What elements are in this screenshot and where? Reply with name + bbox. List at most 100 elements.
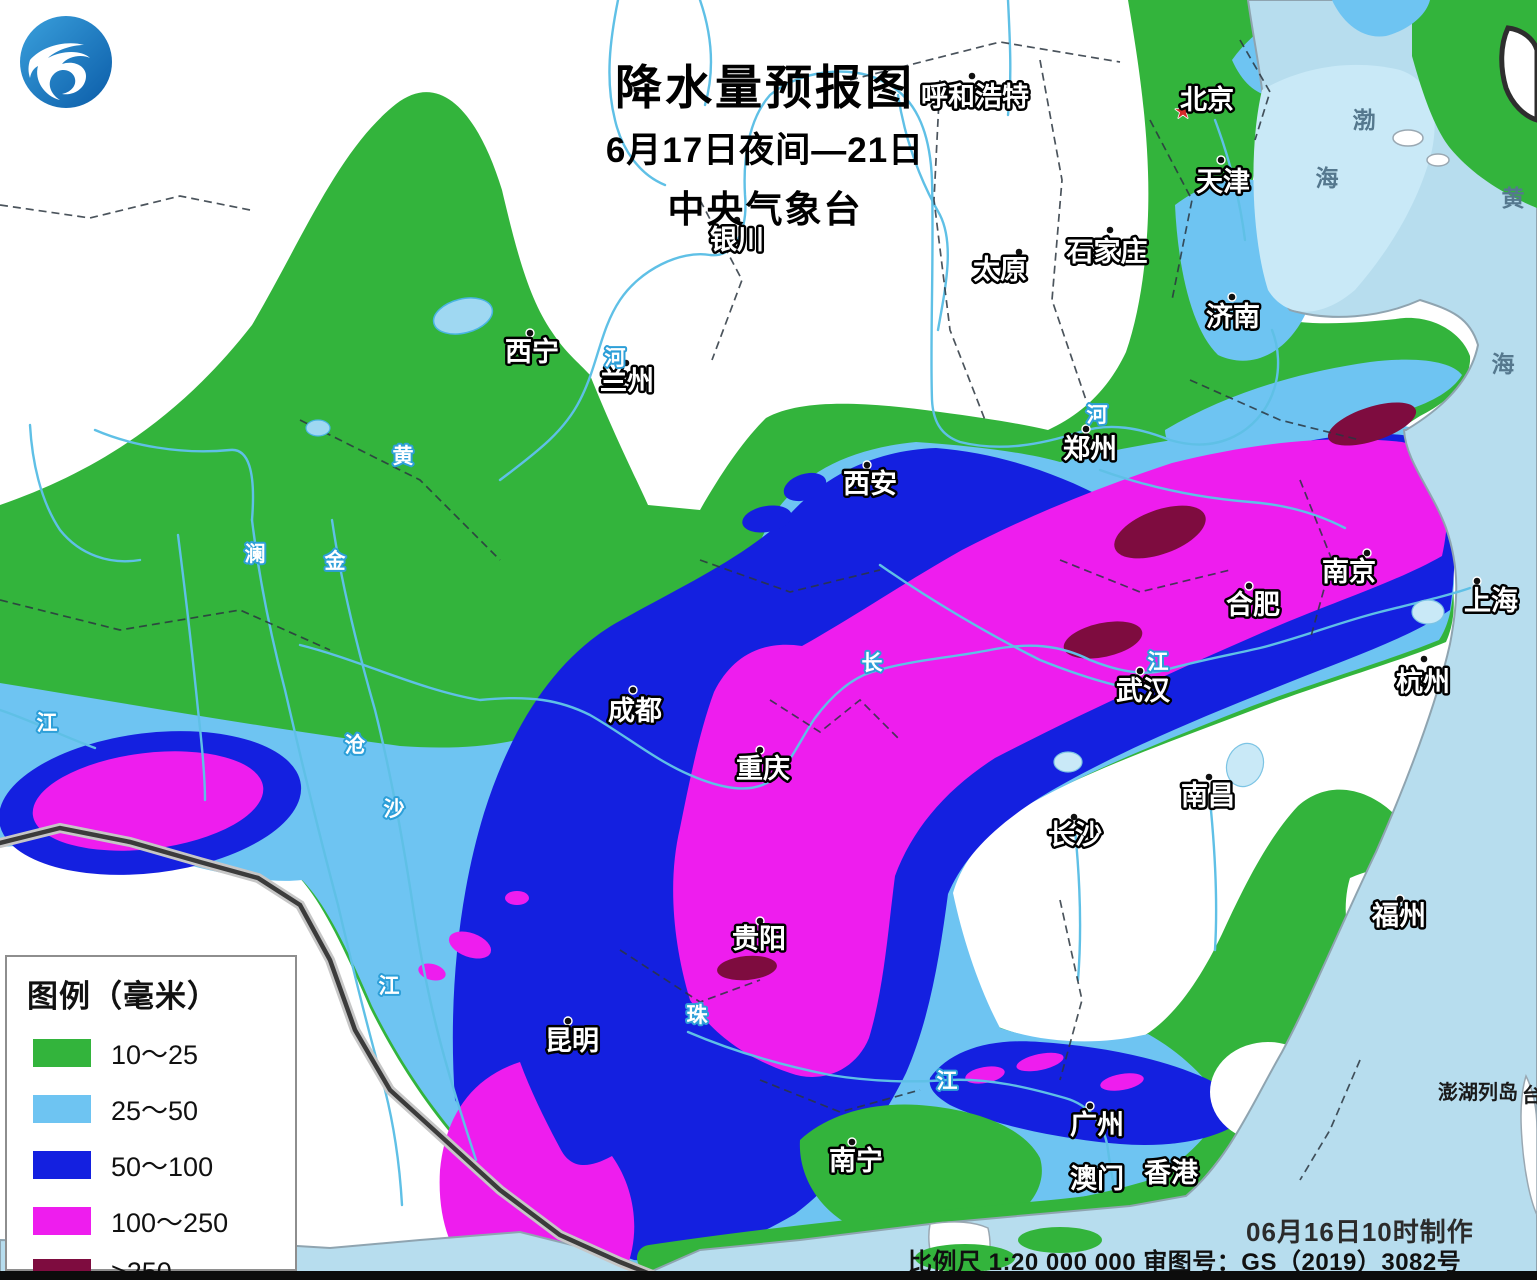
city-label: 太原 xyxy=(973,255,1027,285)
city-label: 西宁 xyxy=(505,336,559,367)
precip-zone-over-250 xyxy=(717,402,1417,981)
city-dot xyxy=(1362,548,1372,558)
city-dot xyxy=(1227,292,1237,302)
city-dot xyxy=(1105,225,1115,235)
city-label: 呼和浩特 xyxy=(921,82,1029,112)
city-dot xyxy=(1395,894,1405,904)
city-dot xyxy=(732,215,742,225)
river-label: 长 xyxy=(862,652,884,675)
river-label: 金 xyxy=(324,549,347,573)
city-label: 兰州 xyxy=(600,366,654,396)
city-dot xyxy=(1419,654,1429,664)
city-dot xyxy=(1014,247,1024,257)
made-at-timestamp: 06月16日10时制作 xyxy=(1246,1217,1474,1247)
city-dot xyxy=(1135,666,1145,676)
city-label: 杭州 xyxy=(1396,666,1450,697)
city-dot xyxy=(628,685,638,695)
capital-star-marker: ★ xyxy=(1174,101,1192,123)
city-dot xyxy=(1069,812,1079,822)
korea-landmass xyxy=(1499,25,1537,123)
river-label: 珠 xyxy=(687,1004,709,1027)
legend-range-label: 25～50 xyxy=(111,1096,199,1126)
city-label: 贵阳 xyxy=(732,924,786,954)
city-dot xyxy=(967,71,977,81)
city-dot xyxy=(862,460,872,470)
island-label: 台 xyxy=(1522,1083,1537,1107)
city-label: 福州 xyxy=(1371,901,1426,931)
river-label: 江 xyxy=(937,1070,958,1093)
island-label: 澎湖列岛 xyxy=(1438,1080,1518,1104)
city-label: 上海 xyxy=(1464,586,1518,616)
province-borders xyxy=(0,39,1361,1181)
city-label: 澳门 xyxy=(1070,1164,1124,1194)
city-label: 石家庄 xyxy=(1066,236,1148,267)
city-label: 成都 xyxy=(608,696,662,726)
city-dot xyxy=(563,1016,573,1026)
legend-items: 10～25 25～50 50～100 100～250 >250 xyxy=(7,1033,295,1280)
city-dot xyxy=(1244,581,1254,591)
legend-range-label: 10～25 xyxy=(111,1040,199,1070)
legend-swatch xyxy=(33,1206,91,1235)
city-label: 银川 xyxy=(710,225,764,255)
legend-range-label: 100～250 xyxy=(111,1208,229,1238)
city-dot xyxy=(1216,155,1226,165)
city-label: 郑州 xyxy=(1063,434,1117,464)
river-label: 江 xyxy=(1148,651,1169,674)
city-dot xyxy=(755,745,765,755)
sea-label: 渤 xyxy=(1353,107,1376,133)
legend-range-label: 50～100 xyxy=(111,1152,214,1182)
river-label: 河 xyxy=(1087,404,1108,427)
river-label: 江 xyxy=(37,712,58,735)
river-label: 沧 xyxy=(345,733,366,757)
lakes xyxy=(305,297,1445,788)
legend-swatch xyxy=(33,1150,91,1179)
sea-label: 海 xyxy=(1492,351,1515,377)
city-label: 天津 xyxy=(1196,167,1250,197)
river-label: 沙 xyxy=(384,798,405,821)
legend-row: 25～50 xyxy=(33,1089,295,1128)
taiwan-coast-sliver xyxy=(1520,1073,1537,1216)
legend-swatch xyxy=(33,1038,91,1067)
city-label: 广州 xyxy=(1070,1110,1124,1140)
rivers xyxy=(0,0,1472,1207)
city-label: 西安 xyxy=(843,469,897,499)
sea-label: 黄 xyxy=(1502,185,1525,211)
legend-row: 50～100 xyxy=(33,1145,295,1184)
city-dot xyxy=(1472,576,1482,586)
river-label: 河 xyxy=(605,347,626,370)
city-label: 重庆 xyxy=(736,753,790,784)
legend-panel: 图例（毫米） 10～25 25～50 50～100 100～250 >250 xyxy=(5,955,297,1280)
river-label: 黄 xyxy=(393,445,414,468)
city-label: 南宁 xyxy=(829,1145,883,1176)
national-border xyxy=(0,822,670,1280)
city-dot xyxy=(621,358,631,368)
city-dot xyxy=(525,328,535,338)
city-dot xyxy=(1081,424,1091,434)
legend-title: 图例（毫米） xyxy=(27,979,219,1014)
city-dot xyxy=(1204,772,1214,782)
city-label: 武汉 xyxy=(1116,676,1171,706)
precip-zone-100-250 xyxy=(32,439,1448,1272)
river-label: 澜 xyxy=(245,543,266,566)
city-label: 南昌 xyxy=(1181,781,1235,811)
city-label: 长沙 xyxy=(1048,820,1102,850)
legend-row: 10～25 xyxy=(33,1033,295,1072)
cma-logo-icon xyxy=(16,12,116,112)
city-dot xyxy=(1085,1101,1095,1111)
bottom-bar xyxy=(0,1271,1537,1280)
city-dot xyxy=(755,916,765,926)
river-label: 江 xyxy=(379,975,400,998)
sea-label: 海 xyxy=(1316,165,1339,191)
legend-swatch xyxy=(33,1094,91,1123)
city-label: 济南 xyxy=(1206,302,1260,332)
city-label: 合肥 xyxy=(1226,589,1280,620)
city-dot xyxy=(847,1137,857,1147)
city-label: 昆明 xyxy=(545,1026,599,1056)
legend-row: 100～250 xyxy=(33,1201,295,1240)
city-label: 南京 xyxy=(1322,556,1376,587)
city-label: 北京 xyxy=(1180,84,1234,115)
city-label: 香港 xyxy=(1144,1158,1199,1188)
